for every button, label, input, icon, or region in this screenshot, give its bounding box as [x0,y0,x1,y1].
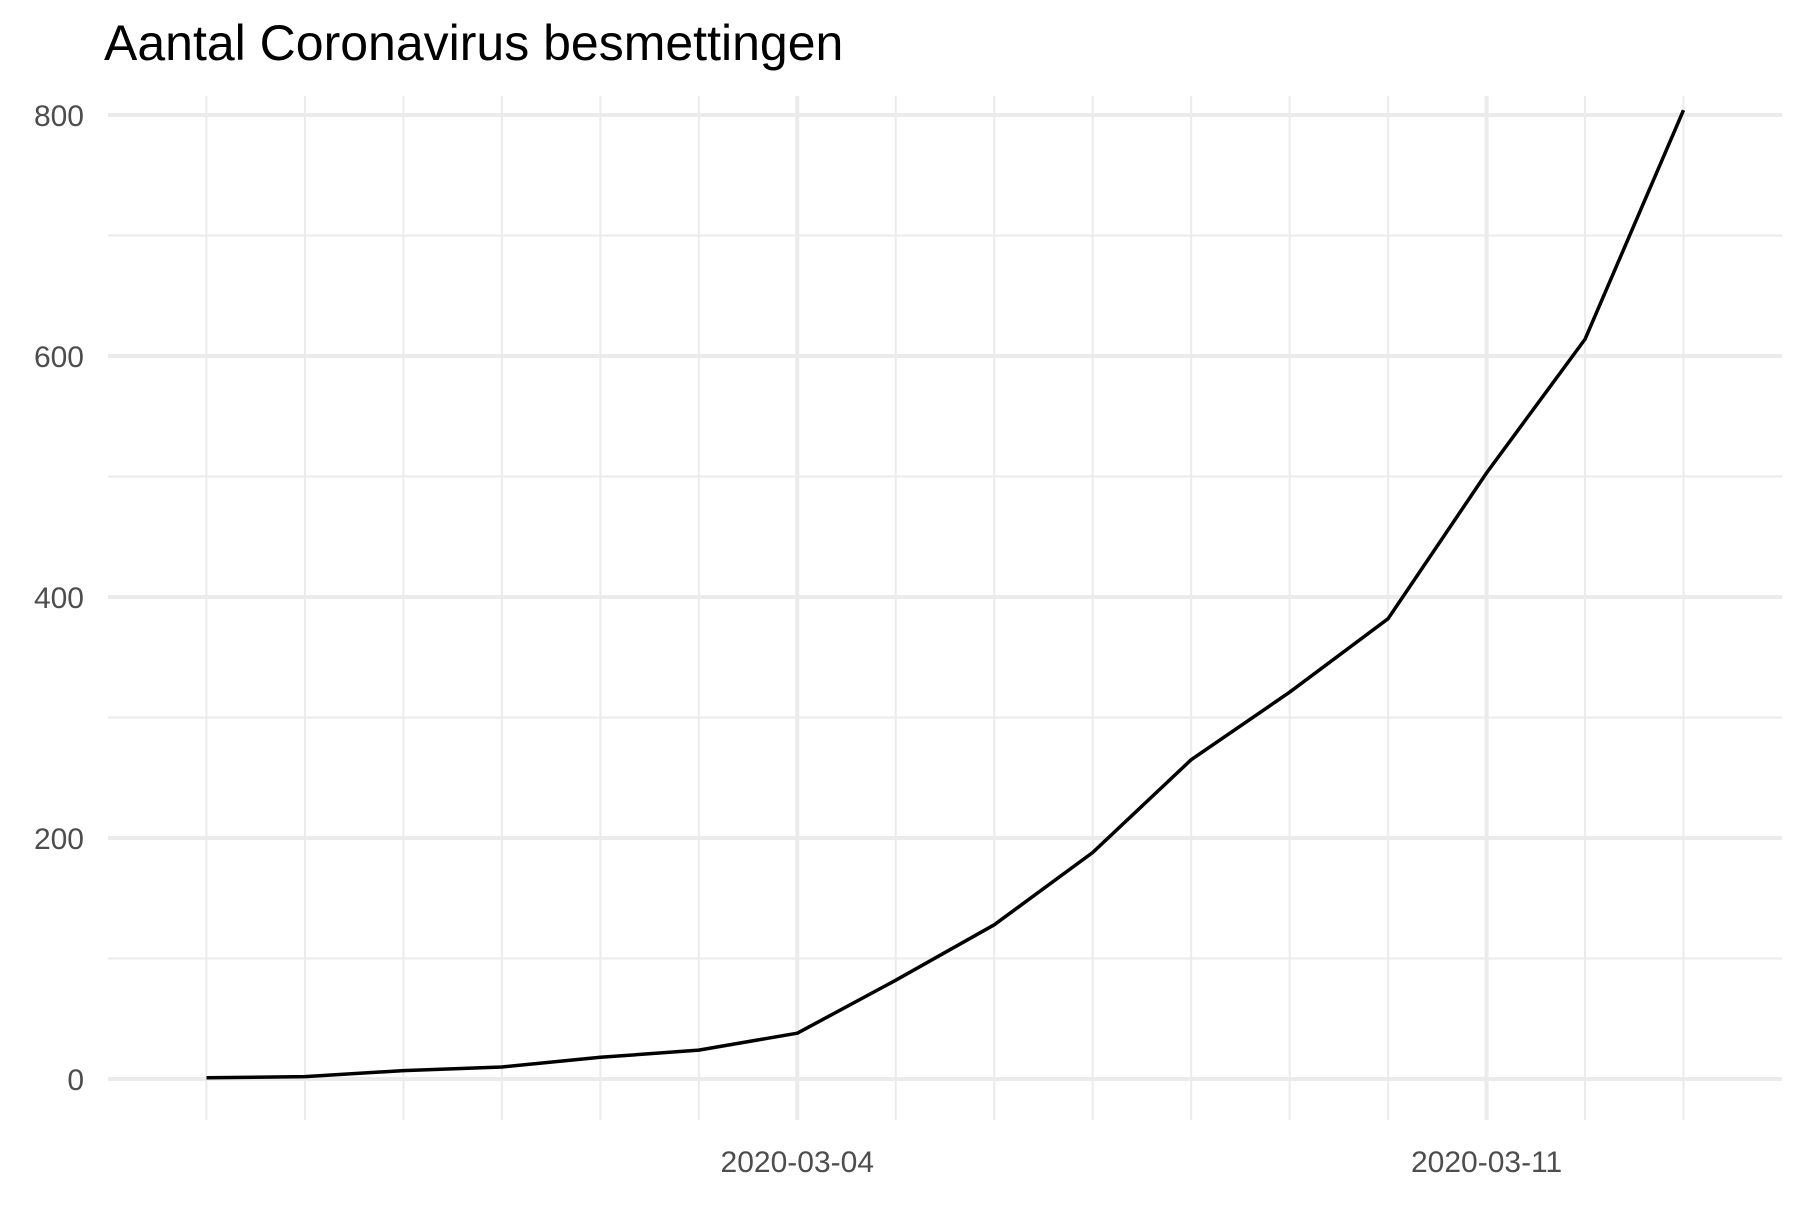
y-tick-label: 200 [34,823,84,856]
y-tick-label: 800 [34,100,84,133]
y-tick-label: 400 [34,582,84,615]
y-tick-label: 600 [34,341,84,374]
y-tick-label: 0 [67,1064,84,1097]
x-tick-label: 2020-03-11 [1411,1146,1562,1179]
x-tick-label: 2020-03-04 [721,1146,874,1179]
chart-title: Aantal Coronavirus besmettingen [104,15,844,71]
series-line [206,109,1686,1080]
